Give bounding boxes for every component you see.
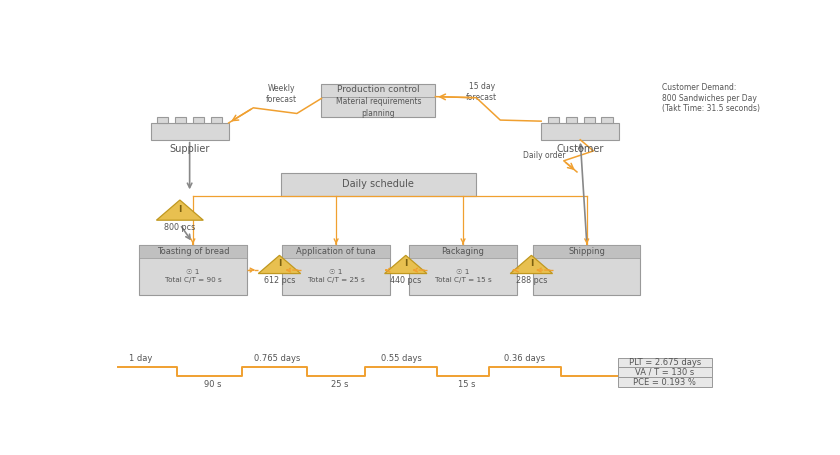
- Text: 1 day: 1 day: [129, 354, 153, 363]
- Text: VA / T = 130 s: VA / T = 130 s: [635, 368, 695, 377]
- Text: Customer: Customer: [557, 144, 604, 154]
- Text: Material requirements
planning: Material requirements planning: [336, 97, 421, 118]
- FancyBboxPatch shape: [281, 173, 476, 196]
- Text: Daily schedule: Daily schedule: [343, 179, 414, 189]
- Text: ☉ 1
Total C/T = 90 s: ☉ 1 Total C/T = 90 s: [165, 269, 221, 283]
- Text: Toasting of bread: Toasting of bread: [156, 247, 229, 256]
- Text: 0.765 days: 0.765 days: [255, 354, 301, 363]
- Text: 800 pcs: 800 pcs: [165, 222, 196, 232]
- Polygon shape: [175, 116, 186, 123]
- FancyBboxPatch shape: [533, 245, 640, 295]
- Text: 440 pcs: 440 pcs: [390, 276, 422, 285]
- Polygon shape: [157, 116, 169, 123]
- Polygon shape: [211, 116, 222, 123]
- Polygon shape: [193, 116, 204, 123]
- Polygon shape: [156, 200, 203, 220]
- Text: Production control: Production control: [337, 85, 420, 94]
- FancyBboxPatch shape: [533, 245, 640, 258]
- Text: PCE = 0.193 %: PCE = 0.193 %: [633, 378, 696, 387]
- Text: 0.36 days: 0.36 days: [504, 354, 545, 363]
- FancyBboxPatch shape: [322, 84, 435, 117]
- FancyBboxPatch shape: [282, 245, 390, 295]
- Polygon shape: [541, 123, 619, 140]
- Text: I: I: [278, 259, 281, 268]
- FancyBboxPatch shape: [617, 377, 712, 387]
- Text: I: I: [404, 259, 407, 268]
- Polygon shape: [548, 116, 559, 123]
- Text: I: I: [530, 259, 533, 268]
- Text: I: I: [178, 205, 181, 214]
- Text: Shipping: Shipping: [569, 247, 605, 256]
- Text: 288 pcs: 288 pcs: [516, 276, 547, 285]
- Polygon shape: [150, 123, 228, 140]
- Text: Customer Demand:
800 Sandwiches per Day
(Takt Time: 31.5 seconds): Customer Demand: 800 Sandwiches per Day …: [662, 84, 759, 113]
- FancyBboxPatch shape: [139, 245, 247, 295]
- Text: Weekly
forecast: Weekly forecast: [266, 84, 297, 104]
- Text: 15 s: 15 s: [458, 380, 475, 389]
- Polygon shape: [510, 255, 553, 273]
- Text: 0.55 days: 0.55 days: [381, 354, 422, 363]
- Text: ☉ 1
Total C/T = 15 s: ☉ 1 Total C/T = 15 s: [434, 269, 491, 283]
- Polygon shape: [584, 116, 595, 123]
- Polygon shape: [259, 255, 301, 273]
- Polygon shape: [385, 255, 427, 273]
- Polygon shape: [601, 116, 612, 123]
- FancyBboxPatch shape: [617, 368, 712, 377]
- FancyBboxPatch shape: [139, 245, 247, 258]
- Text: 25 s: 25 s: [331, 380, 348, 389]
- Text: 90 s: 90 s: [203, 380, 221, 389]
- Text: 15 day
forecast: 15 day forecast: [466, 82, 497, 102]
- FancyBboxPatch shape: [409, 245, 517, 295]
- Text: Packaging: Packaging: [442, 247, 485, 256]
- Text: Daily order: Daily order: [523, 152, 565, 160]
- FancyBboxPatch shape: [617, 358, 712, 368]
- Polygon shape: [565, 116, 577, 123]
- Text: ☉ 1
Total C/T = 25 s: ☉ 1 Total C/T = 25 s: [307, 269, 365, 283]
- FancyBboxPatch shape: [282, 245, 390, 258]
- Text: Application of tuna: Application of tuna: [297, 247, 376, 256]
- Text: PLT = 2.675 days: PLT = 2.675 days: [628, 358, 701, 367]
- Text: 612 pcs: 612 pcs: [264, 276, 295, 285]
- FancyBboxPatch shape: [409, 245, 517, 258]
- Text: Supplier: Supplier: [170, 144, 210, 154]
